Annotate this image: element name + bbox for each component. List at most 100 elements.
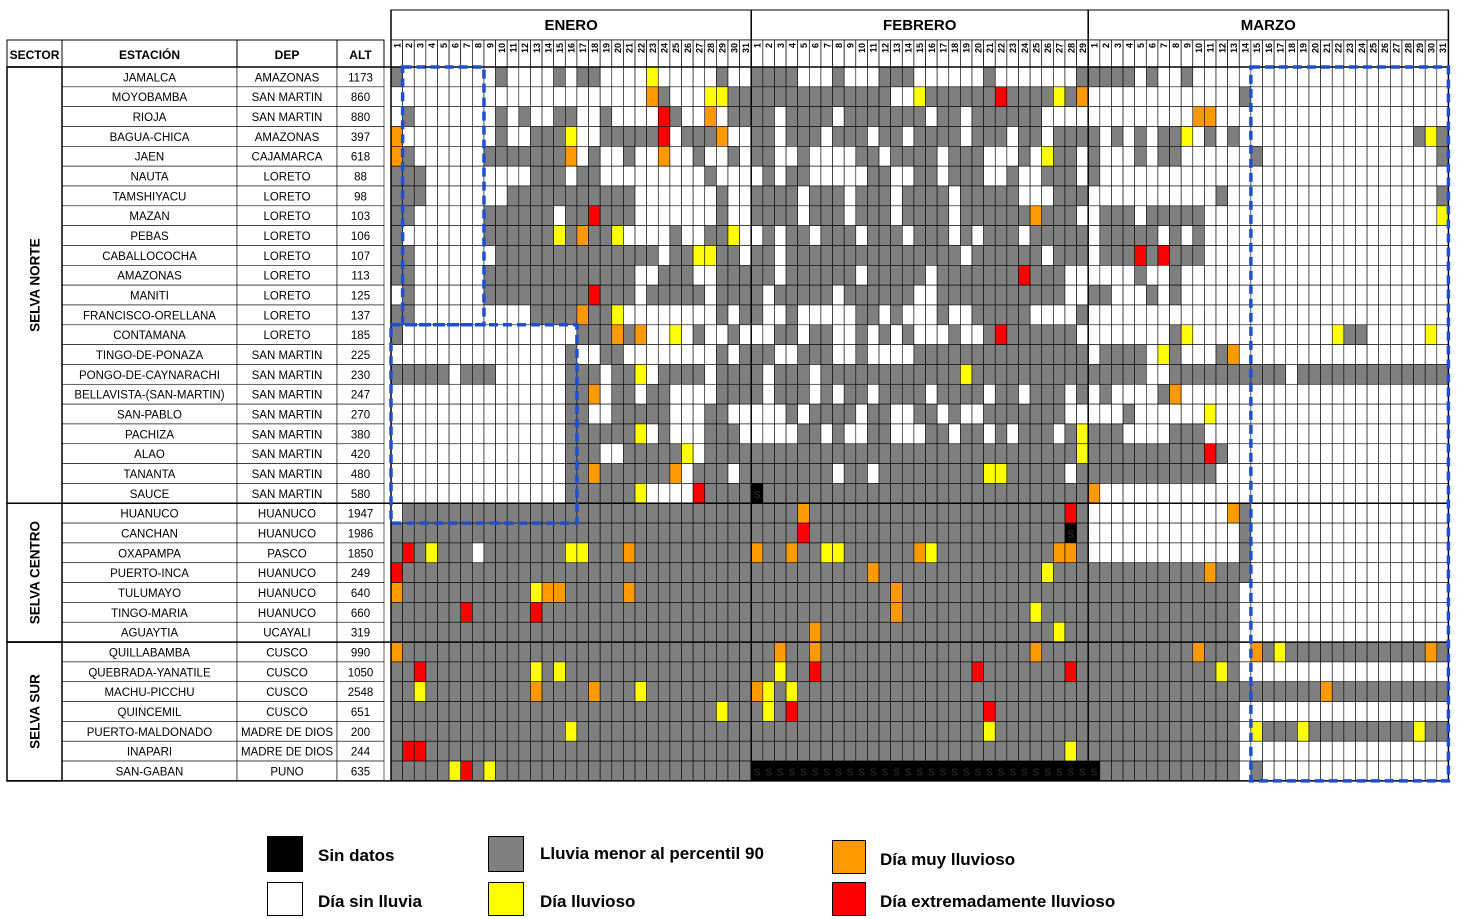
day-cell: [576, 284, 589, 306]
day-cell: [681, 463, 694, 484]
day-cell: [1169, 582, 1182, 603]
day-cell: [425, 641, 438, 663]
day-cell: [518, 661, 531, 683]
day-cell: [1157, 225, 1170, 246]
station-dep: LORETO: [263, 271, 310, 283]
day-cell: [1366, 284, 1379, 306]
day-cell: [1413, 542, 1426, 564]
day-cell: [669, 106, 682, 127]
day-cell: [1134, 205, 1147, 226]
day-cell: [1029, 106, 1043, 127]
no-data-mark: S: [974, 767, 981, 778]
day-cell: [623, 344, 636, 365]
day-cell: [1146, 602, 1159, 623]
station-dep: SAN MARTIN: [252, 469, 323, 481]
day-cell: [553, 562, 566, 583]
day-cell: [1076, 185, 1089, 207]
day-cell: [460, 86, 473, 107]
day-cell: [437, 264, 450, 286]
day-cell: [657, 344, 671, 365]
day-cell: [797, 66, 810, 88]
day-cell: [1390, 126, 1403, 147]
day-cell: [1053, 403, 1066, 425]
day-cell: [727, 245, 740, 266]
day-cell: [1378, 542, 1391, 564]
day-cell: [913, 621, 926, 643]
day-cell: [623, 304, 636, 326]
day-cell: [1180, 760, 1194, 782]
day-cell: [843, 582, 857, 603]
day-cell: [1285, 165, 1298, 187]
day-cell: [1297, 225, 1310, 246]
day-cell: [1366, 483, 1379, 504]
day-cell: [1355, 284, 1368, 306]
day-cell: [716, 403, 729, 425]
day-cell: [716, 383, 729, 405]
day-cell: [1390, 423, 1403, 445]
day-cell: [1157, 383, 1170, 405]
day-cell: [948, 264, 961, 286]
day-cell: [1018, 423, 1031, 445]
day-cell: [460, 701, 473, 722]
day-number-label: 4: [1124, 43, 1134, 48]
day-cell: [1308, 86, 1321, 107]
day-cell: [785, 740, 799, 762]
day-cell: [1390, 245, 1403, 266]
day-cell: [1424, 721, 1438, 742]
day-cell: [948, 126, 961, 147]
day-cell: [1169, 701, 1182, 722]
day-cell: [692, 641, 706, 663]
day-cell: [1401, 463, 1414, 484]
no-data-mark: S: [940, 767, 947, 778]
day-cell: [1320, 423, 1333, 445]
day-cell: [530, 562, 543, 583]
day-cell: [762, 264, 775, 286]
day-cell: [1215, 582, 1228, 603]
day-cell: [983, 383, 996, 405]
day-cell: [774, 66, 787, 88]
day-cell: [518, 562, 531, 583]
day-cell: [588, 245, 601, 266]
day-cell: [1122, 364, 1135, 385]
day-cell: [867, 602, 880, 623]
day-cell: [1331, 205, 1345, 226]
day-cell: [983, 324, 996, 345]
day-cell: [460, 661, 473, 683]
day-cell: [611, 185, 624, 207]
day-number-label: 21: [625, 43, 635, 53]
day-cell: [925, 522, 938, 544]
day-cell: [448, 542, 462, 564]
day-cell: [1424, 502, 1438, 524]
day-cell: [1378, 146, 1391, 167]
day-cell: [1029, 701, 1043, 722]
day-cell: [867, 740, 880, 762]
station-alt: 618: [351, 152, 370, 164]
station-alt: 244: [351, 747, 371, 759]
day-cell: [785, 423, 799, 445]
day-cell: [1064, 602, 1077, 623]
day-cell: [855, 701, 868, 722]
day-cell: [1146, 681, 1159, 702]
day-cell: [1297, 721, 1310, 742]
day-cell: [983, 582, 996, 603]
day-cell: [1390, 760, 1403, 782]
day-number-label: 28: [1403, 43, 1413, 53]
day-cell: [506, 344, 520, 365]
day-cell: [704, 126, 717, 147]
day-cell: [1413, 264, 1426, 286]
day-cell: [541, 264, 554, 286]
day-cell: [843, 463, 857, 484]
day-cell: [506, 106, 520, 127]
day-cell: [472, 403, 485, 425]
day-cell: [646, 502, 659, 524]
day-cell: [413, 522, 427, 544]
day-cell: [599, 522, 613, 544]
day-cell: [1413, 324, 1426, 345]
day-cell: [878, 582, 891, 603]
day-cell: [588, 185, 601, 207]
day-cell: [1390, 344, 1403, 365]
day-cell: [1308, 463, 1321, 484]
day-cell: [448, 225, 462, 246]
day-cell: [994, 185, 1008, 207]
day-cell: [1180, 304, 1194, 326]
